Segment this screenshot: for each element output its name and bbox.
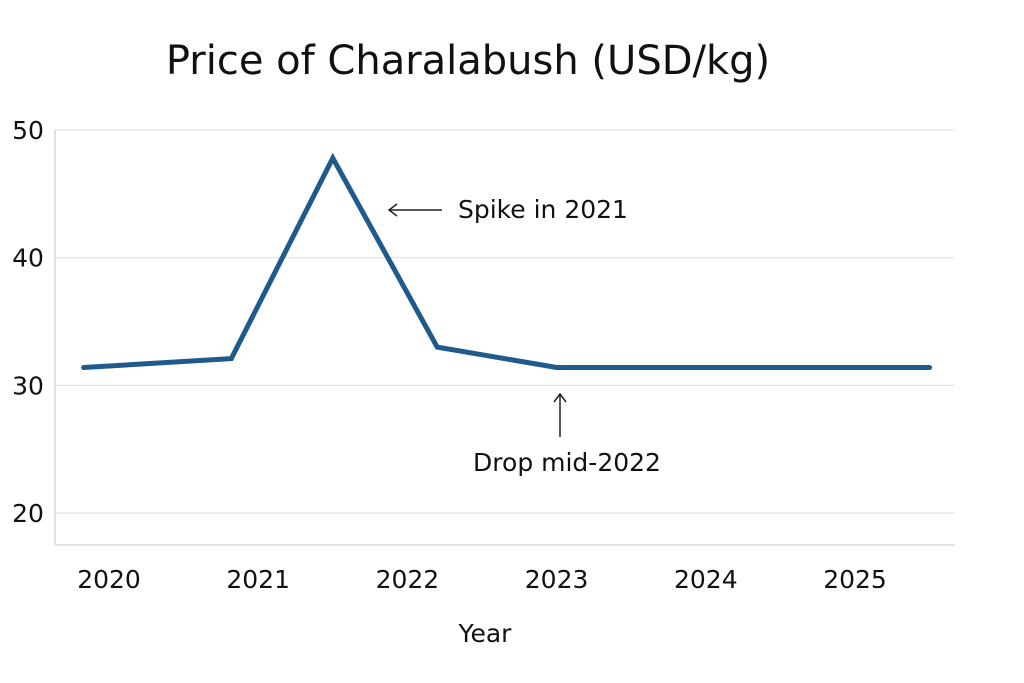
annotation-spike-arrowhead [387,203,398,217]
grid-lines [55,129,955,514]
x-tick-label: 2021 [226,565,290,594]
x-tick-label: 2022 [376,565,440,594]
x-tick-label: 2023 [525,565,589,594]
y-tick-label: 40 [12,244,44,273]
x-tick-labels: 2020 2021 2022 2023 2024 2025 [77,565,887,594]
x-tick-label: 2024 [674,565,738,594]
annotation-spike: Spike in 2021 [387,195,628,224]
y-tick-label: 50 [12,116,44,145]
annotation-drop: Drop mid-2022 [473,392,661,477]
annotation-drop-label: Drop mid-2022 [473,448,661,477]
y-tick-label: 30 [12,371,44,400]
series-line-0 [81,152,933,370]
annotation-drop-arrowhead [553,392,567,403]
x-tick-label: 2020 [77,565,141,594]
x-axis-title: Year [458,619,513,648]
annotation-spike-label: Spike in 2021 [458,195,628,224]
y-tick-label: 20 [12,499,44,528]
chart-title: Price of Charalabush (USD/kg) [165,38,771,84]
series-layer [81,152,933,370]
x-tick-label: 2025 [823,565,887,594]
y-tick-labels: 20 30 40 50 [12,116,44,528]
